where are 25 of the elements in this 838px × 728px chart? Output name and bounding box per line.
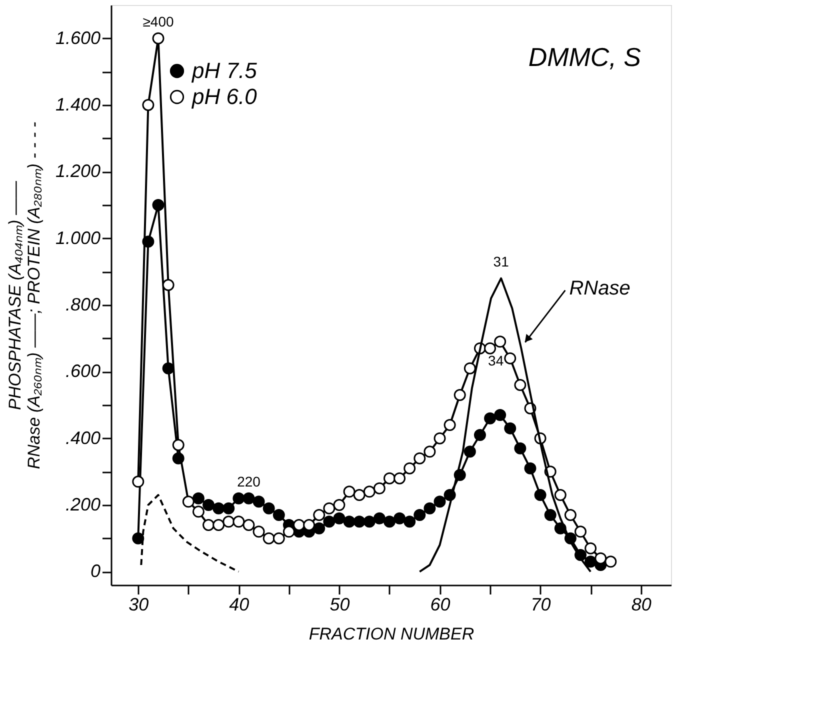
x-tick-label: 70 — [530, 594, 551, 614]
annotation: 31 — [493, 253, 510, 270]
legend-label: pH 6.0 — [191, 84, 258, 109]
y-tick-label: .200 — [65, 494, 100, 514]
x-tick-label: 30 — [128, 594, 149, 614]
annotation: DMMC, S — [528, 42, 642, 72]
y-tick-label: 0 — [90, 561, 100, 582]
y-tick-label: 1.200 — [55, 161, 100, 182]
annotation: 220 — [237, 473, 261, 490]
y-tick-label: 1.000 — [55, 228, 100, 248]
annotation: RNase — [569, 277, 630, 300]
x-tick-label: 80 — [631, 594, 652, 614]
y-tick-label: 1.600 — [55, 28, 100, 48]
y-tick-label: 1.400 — [55, 94, 100, 114]
y-tick-label: .600 — [65, 361, 100, 382]
x-tick-label: 50 — [330, 594, 350, 614]
annotation: ≥400 — [142, 13, 174, 30]
y-axis-title: PHOSPHATASE (A₄₀₄ₙₘ) —— RNase (A₂₆₀ₙₘ) ——; PROTEIN (A₂₈₀ₙₘ) - - - - — [5, 122, 44, 470]
x-tick-label: 60 — [430, 594, 450, 614]
x-tick-label: 40 — [229, 594, 250, 614]
annotation: 34 — [488, 352, 504, 368]
y-tick-label: .400 — [65, 428, 100, 448]
y-tick-label: .800 — [65, 294, 100, 314]
x-axis-title: FRACTION NUMBER — [308, 624, 474, 644]
legend-label: pH 7.5 — [191, 58, 258, 83]
